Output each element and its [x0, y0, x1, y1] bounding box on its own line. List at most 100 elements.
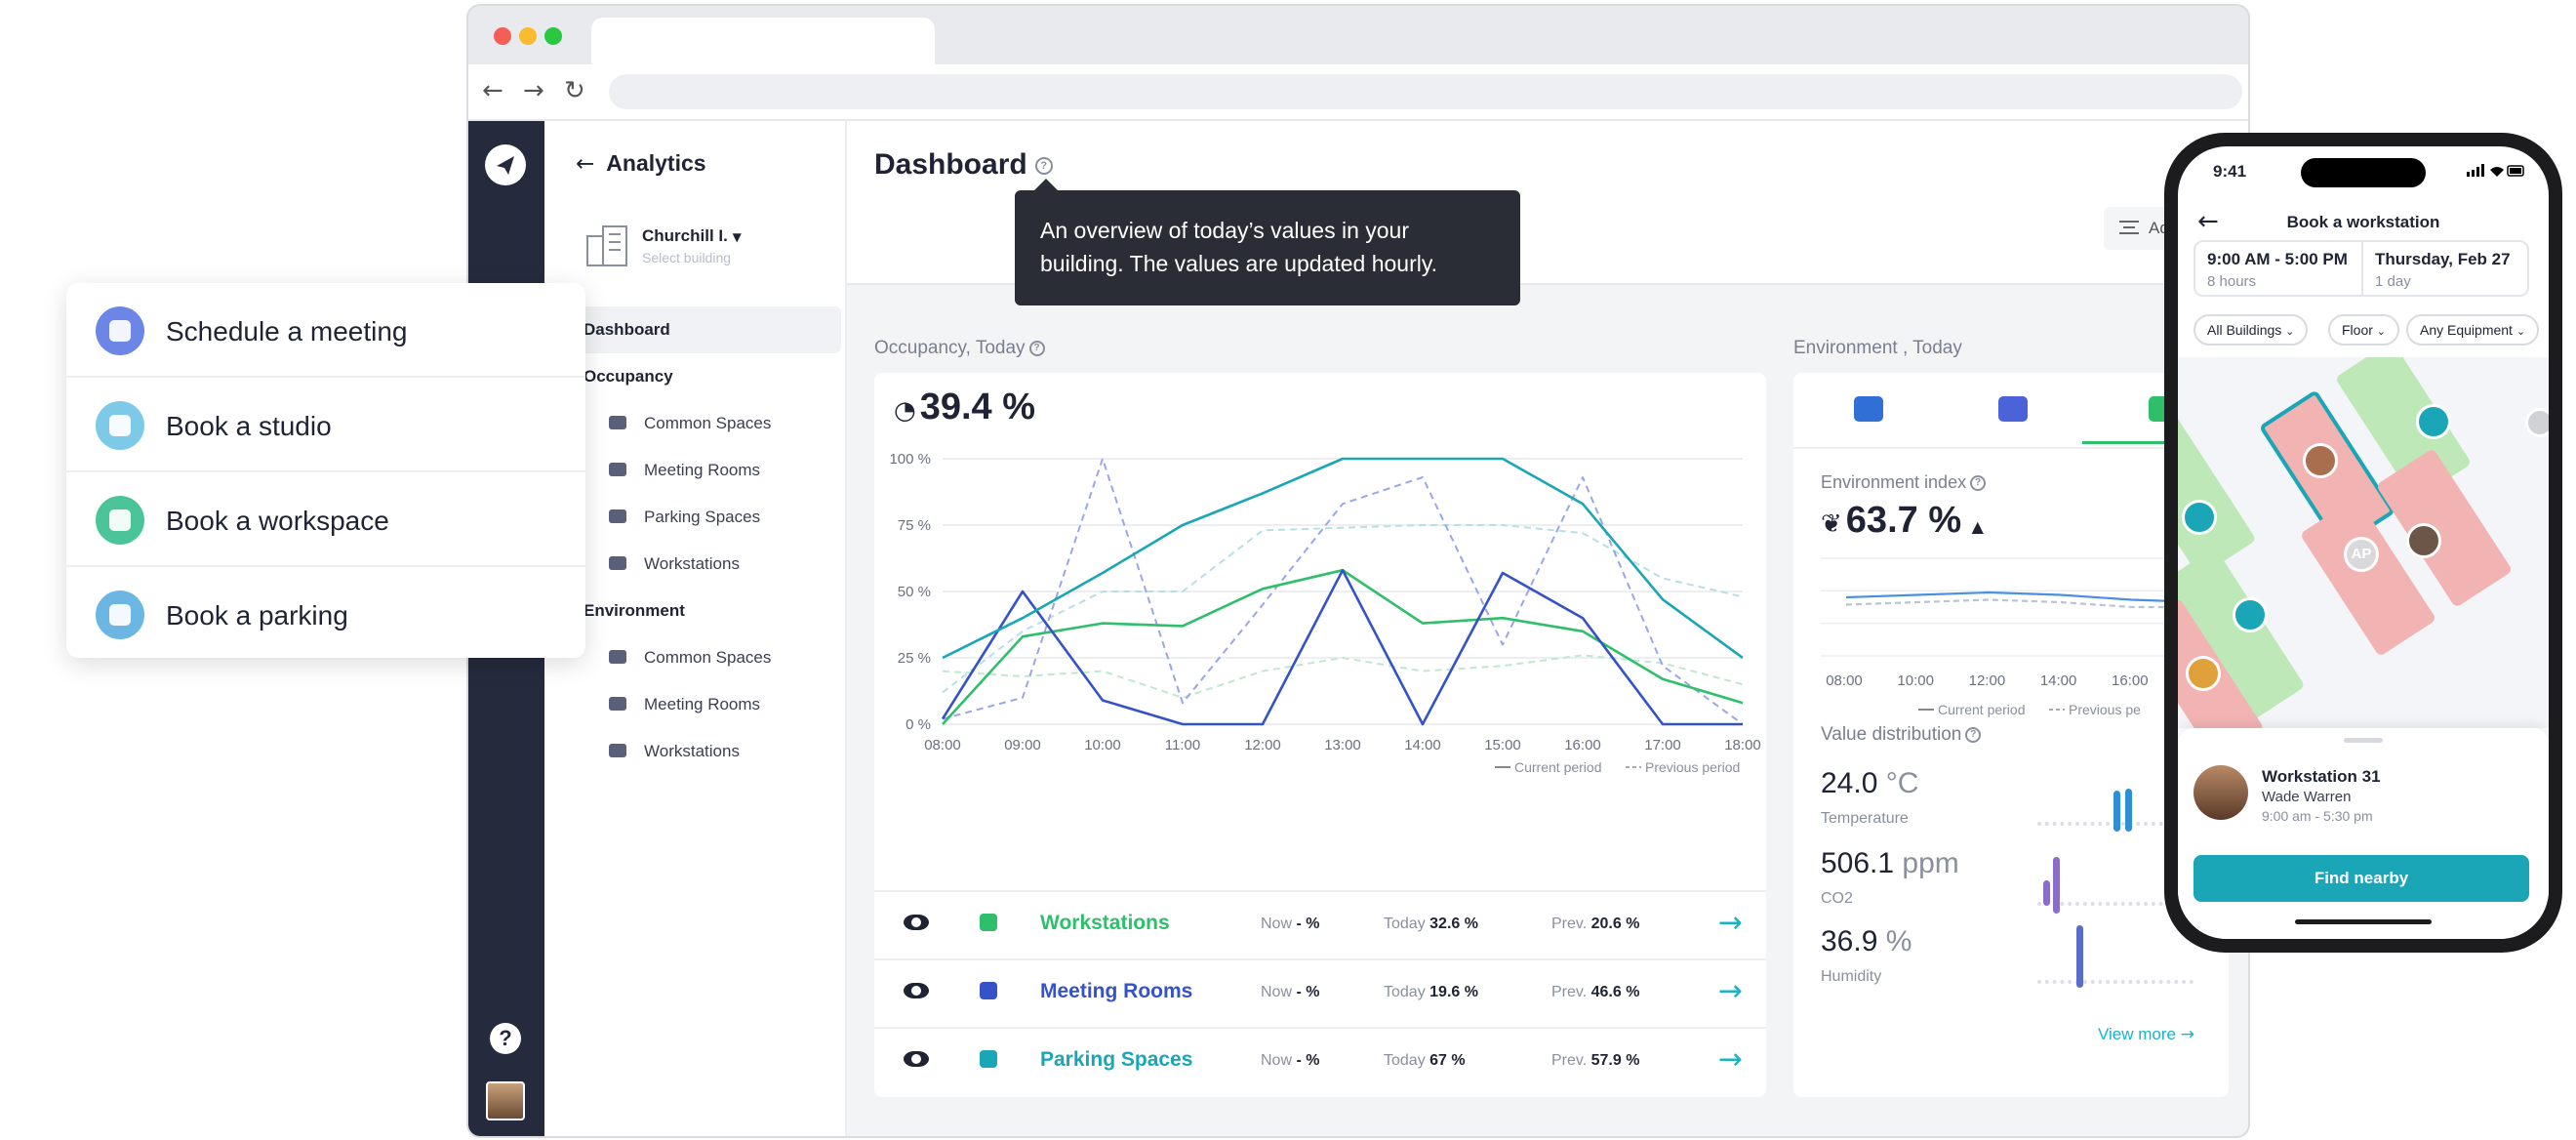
filter-chip-buildings[interactable]: All Buildings ⌄ [2194, 314, 2309, 346]
x-tick-label: 17:00 [1644, 737, 1681, 753]
sidebar-item-label: Meeting Rooms [644, 461, 761, 479]
booking-date: Thursday, Feb 27 [2375, 250, 2511, 268]
sidebar-item-env-workstations[interactable]: Workstations [609, 740, 740, 763]
date-field[interactable]: Thursday, Feb 27 1 day [2361, 242, 2527, 295]
sidebar-item-parking-spaces[interactable]: Parking Spaces [609, 506, 760, 529]
help-icon[interactable]: ? [490, 1023, 521, 1054]
desk-available-pin[interactable] [2416, 404, 2451, 439]
desk-available-pin[interactable] [2233, 597, 2268, 632]
user-pin-avatar[interactable] [2303, 443, 2338, 478]
building-icon [586, 225, 627, 266]
prev-label: Prev. [1551, 916, 1588, 932]
info-icon[interactable]: ? [1034, 157, 1053, 176]
reload-icon[interactable]: ↻ [564, 76, 585, 105]
sidebar-item-env-meeting-rooms[interactable]: Meeting Rooms [609, 693, 760, 716]
info-icon[interactable]: ? [1970, 475, 1987, 492]
app-logo[interactable] [485, 144, 526, 185]
minimize-window-button[interactable] [519, 27, 537, 45]
today-value: 19.6 % [1429, 984, 1478, 1000]
chip-label: All Buildings [2207, 322, 2282, 338]
active-tab-indicator [2082, 441, 2229, 444]
analytics-back-link[interactable]: ← Analytics [576, 150, 706, 177]
find-nearby-button[interactable]: Find nearby [2194, 855, 2529, 902]
quick-actions-menu: Schedule a meeting Book a studio Book a … [66, 283, 585, 658]
eye-icon[interactable] [904, 1051, 929, 1067]
temperature-bar [2113, 791, 2120, 832]
menu-item-book-workspace[interactable]: Book a workspace [66, 472, 585, 567]
back-arrow-icon[interactable]: ← [2197, 207, 2219, 236]
humidity-bar [2076, 925, 2083, 988]
browser-tab[interactable] [591, 18, 935, 66]
time-range-field[interactable]: 9:00 AM - 5:00 PM 8 hours [2195, 242, 2361, 295]
booking-time-card[interactable]: 9:00 AM - 5:00 PM 8 hours Thursday, Feb … [2194, 240, 2529, 297]
workstation-title: Workstation 31 [2262, 767, 2381, 786]
people-icon[interactable] [1998, 396, 2028, 422]
people-icon [609, 697, 626, 711]
metric-unit: % [1885, 925, 1912, 957]
arrow-right-icon[interactable]: → [1717, 1042, 1743, 1077]
desk-available[interactable] [2178, 400, 2257, 578]
sidebar-item-environment[interactable]: Environment [584, 599, 685, 623]
browser-window: ← → ↻ ? ← Analytics Churchill I. ▼ Select… [466, 4, 2250, 1138]
url-bar[interactable] [609, 74, 2242, 109]
now-value: - % [1296, 1052, 1320, 1069]
environment-index-text: Environment index [1821, 472, 1967, 492]
prev-label: Prev. [1551, 1052, 1588, 1069]
menu-item-schedule-meeting[interactable]: Schedule a meeting [66, 283, 585, 378]
filter-chip-equipment[interactable]: Any Equipment ⌄ [2406, 314, 2540, 346]
user-pin-initials[interactable]: AP [2344, 537, 2379, 572]
sidebar-item-occupancy[interactable]: Occupancy [584, 365, 673, 388]
building-placeholder: Select building [642, 250, 732, 265]
armchair-icon [609, 416, 626, 429]
menu-item-book-studio[interactable]: Book a studio [66, 378, 585, 472]
x-tick-label: 08:00 [1826, 672, 1863, 689]
y-tick-label: 75 % [898, 517, 931, 534]
x-tick-label: 12:00 [1969, 672, 2006, 689]
user-pin-avatar[interactable] [2406, 523, 2441, 558]
x-tick-label: 10:00 [1897, 672, 1934, 689]
occupancy-section-label: Occupancy, Today? [874, 338, 1045, 359]
co2-bar [2043, 880, 2050, 906]
sidebar-item-label: Occupancy [584, 367, 673, 386]
sidebar-item-dashboard[interactable]: Dashboard [552, 306, 841, 353]
sidebar-item-env-common-spaces[interactable]: Common Spaces [609, 646, 771, 670]
co2-bar [2053, 857, 2060, 914]
user-pin-avatar[interactable] [2186, 656, 2221, 691]
temperature-label: Temperature [1821, 810, 1909, 827]
close-window-button[interactable] [494, 27, 511, 45]
row-prev: Prev. 46.6 % [1551, 984, 1639, 1001]
sidebar-item-label: Workstations [644, 554, 740, 573]
sidebar-item-meeting-rooms[interactable]: Meeting Rooms [609, 459, 761, 482]
sheet-handle[interactable] [2344, 738, 2383, 743]
forward-arrow-icon[interactable]: → [523, 76, 544, 105]
environment-index-value: 63.7 % [1845, 500, 1962, 541]
menu-item-book-parking[interactable]: Book a parking [66, 567, 585, 662]
menu-item-label: Book a studio [166, 411, 332, 441]
leaf-icon: ❦ [1821, 509, 1842, 539]
info-icon[interactable]: ? [1965, 726, 1982, 743]
tooltip-text: An overview of today’s values in your bu… [1040, 218, 1438, 276]
sidebar-item-workstations[interactable]: Workstations [609, 552, 740, 576]
floor-map[interactable]: AP [2178, 357, 2549, 728]
filter-chip-floor[interactable]: Floor ⌄ [2328, 314, 2400, 346]
arrow-right-icon[interactable]: → [1717, 974, 1743, 1008]
today-label: Today [1384, 1052, 1426, 1069]
view-more-link[interactable]: View more → [2098, 1025, 2194, 1044]
eye-icon[interactable] [904, 915, 929, 930]
maximize-window-button[interactable] [544, 27, 562, 45]
desk-available-pin[interactable] [2182, 500, 2217, 535]
info-icon[interactable]: ? [1028, 340, 1045, 356]
environment-card: Environment index? ❦ 63.7 % ▲ 08:00 10:00 1… [1793, 373, 2229, 1097]
chip-label: Any Equipment [2420, 322, 2513, 338]
map-control[interactable] [2525, 408, 2549, 437]
back-arrow-icon[interactable]: ← [482, 76, 503, 105]
building-selector[interactable]: Churchill I. ▼ [642, 226, 742, 246]
eye-icon[interactable] [904, 983, 929, 998]
occupancy-total: ◔ 39.4 % [894, 387, 1035, 428]
back-arrow-icon: ← [576, 151, 595, 177]
metric-unit: ppm [1902, 847, 1959, 879]
user-avatar[interactable] [486, 1081, 525, 1120]
sidebar-item-common-spaces[interactable]: Common Spaces [609, 412, 771, 435]
arrow-right-icon[interactable]: → [1717, 906, 1743, 940]
armchair-icon[interactable] [1854, 396, 1883, 422]
